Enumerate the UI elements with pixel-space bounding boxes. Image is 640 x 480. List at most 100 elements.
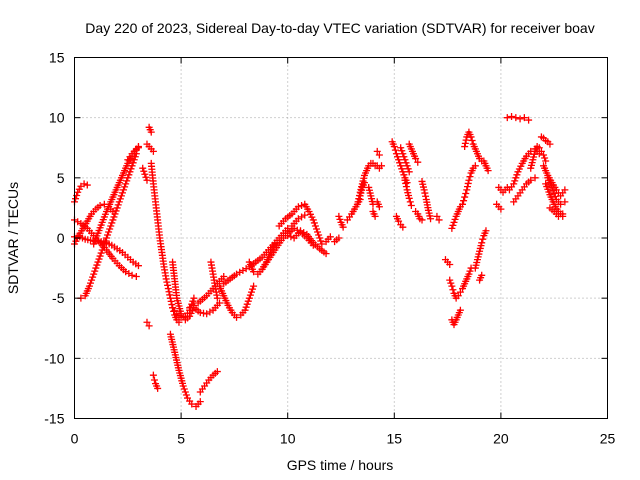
series-track-27 xyxy=(288,211,309,230)
series-track-5 xyxy=(77,150,140,302)
interpolated-marker xyxy=(130,156,138,164)
data-point xyxy=(139,164,147,172)
data-point xyxy=(335,212,343,220)
data-point xyxy=(98,246,106,254)
data-point xyxy=(503,114,511,122)
interpolated-marker xyxy=(316,234,324,242)
interpolated-marker xyxy=(422,192,430,200)
x-tick-label: 5 xyxy=(177,431,185,447)
data-point xyxy=(94,258,102,266)
interpolated-marker xyxy=(396,159,404,167)
interpolated-marker xyxy=(549,186,557,194)
interpolated-marker xyxy=(513,171,521,179)
data-point xyxy=(335,234,343,242)
data-point xyxy=(120,186,128,194)
data-point xyxy=(83,181,91,189)
interpolated-marker xyxy=(104,231,112,239)
series-track-8 xyxy=(143,140,157,155)
series-track-48 xyxy=(448,306,464,329)
interpolated-marker xyxy=(244,297,252,305)
data-point xyxy=(132,273,140,281)
series-track-28 xyxy=(322,233,334,246)
interpolated-marker xyxy=(125,171,133,179)
x-tick-label: 10 xyxy=(280,431,296,447)
interpolated-marker xyxy=(402,179,410,187)
interpolated-marker xyxy=(336,215,344,223)
series-track-58 xyxy=(527,143,550,172)
interpolated-marker xyxy=(402,159,410,167)
interpolated-marker xyxy=(398,147,406,155)
series-track-14 xyxy=(169,258,198,324)
data-point xyxy=(516,115,524,123)
interpolated-marker xyxy=(449,221,457,229)
data-point xyxy=(188,400,196,408)
data-point xyxy=(531,174,539,182)
data-point xyxy=(326,233,334,241)
data-point xyxy=(557,200,565,208)
data-point xyxy=(418,216,426,224)
series-track-7 xyxy=(124,143,142,164)
data-point xyxy=(166,294,174,302)
series-track-51 xyxy=(471,227,490,272)
data-point xyxy=(250,282,258,290)
y-tick-label: 10 xyxy=(49,110,65,126)
data-point xyxy=(399,223,407,231)
data-point xyxy=(456,288,464,296)
data-point xyxy=(412,155,420,163)
data-point xyxy=(339,223,347,231)
interpolated-marker xyxy=(164,281,172,289)
data-point xyxy=(143,318,151,326)
series-track-33 xyxy=(356,179,368,200)
data-point xyxy=(213,368,221,376)
interpolated-marker xyxy=(93,261,101,269)
data-point xyxy=(403,162,411,170)
series-track-39 xyxy=(397,144,413,176)
interpolated-marker xyxy=(114,201,122,209)
plot-area xyxy=(71,112,569,410)
interpolated-marker xyxy=(168,301,176,309)
data-point xyxy=(459,200,467,208)
series-track-36 xyxy=(373,198,383,211)
data-point xyxy=(540,151,548,159)
data-point xyxy=(318,240,326,248)
series-track-52 xyxy=(476,271,486,284)
data-point xyxy=(478,239,486,247)
data-point xyxy=(143,176,151,184)
interpolated-marker xyxy=(247,288,255,296)
series-track-22 xyxy=(220,224,292,288)
data-point xyxy=(354,198,362,206)
data-point xyxy=(497,205,505,213)
series-track-35 xyxy=(369,208,379,220)
data-point xyxy=(215,299,223,307)
interpolated-marker xyxy=(182,391,190,399)
data-point xyxy=(149,147,157,155)
interpolated-marker xyxy=(122,180,130,188)
axis-ticks xyxy=(74,57,608,419)
series-track-16 xyxy=(166,330,204,410)
interpolated-marker xyxy=(123,177,131,185)
interpolated-marker xyxy=(167,297,175,305)
series-track-46 xyxy=(441,256,454,268)
interpolated-marker xyxy=(512,174,520,182)
data-point xyxy=(435,216,443,224)
interpolated-marker xyxy=(249,285,257,293)
data-point xyxy=(467,133,475,141)
data-point xyxy=(399,150,407,158)
series-track-62 xyxy=(544,174,569,208)
data-point xyxy=(250,268,258,276)
interpolated-marker xyxy=(242,303,250,311)
series-track-13 xyxy=(149,371,162,392)
interpolated-marker xyxy=(118,189,126,197)
data-point xyxy=(465,176,473,184)
data-point xyxy=(454,292,462,300)
data-point xyxy=(309,216,317,224)
data-point xyxy=(527,176,535,184)
data-point xyxy=(478,271,486,279)
data-point xyxy=(465,270,473,278)
data-point xyxy=(378,162,386,170)
interpolated-marker xyxy=(451,215,459,223)
interpolated-marker xyxy=(117,192,125,200)
data-point xyxy=(397,144,405,152)
interpolated-marker xyxy=(163,278,171,286)
series-track-47 xyxy=(446,264,475,302)
